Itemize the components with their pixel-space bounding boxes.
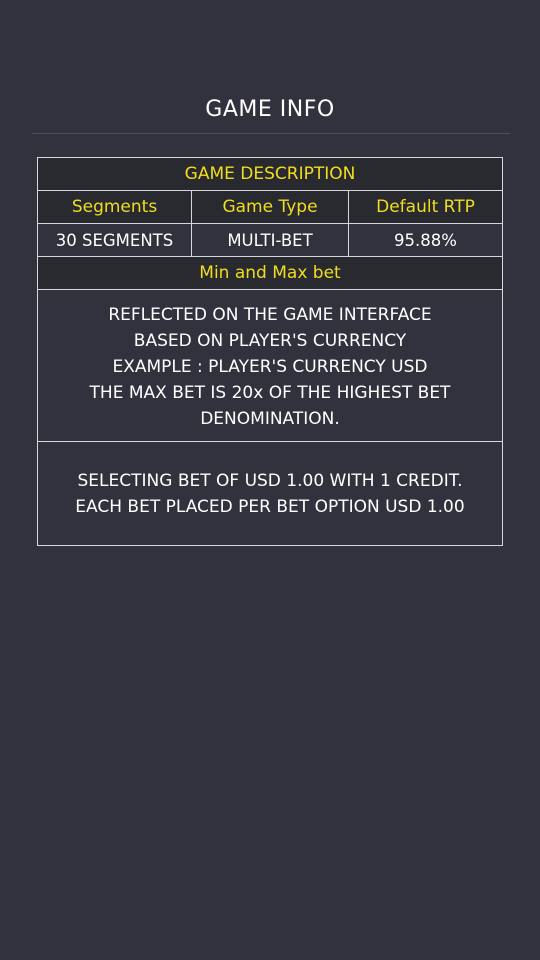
table-row: 30 SEGMENTS MULTI-BET 95.88%	[38, 224, 502, 257]
column-header-row: Segments Game Type Default RTP	[38, 191, 502, 224]
default-rtp-value: 95.88%	[348, 224, 502, 256]
description-line: THE MAX BET IS 20x OF THE HIGHEST BET	[89, 383, 451, 403]
description-line: BASED ON PLAYER'S CURRENCY	[133, 331, 407, 351]
game-info-table: GAME DESCRIPTION Segments Game Type Defa…	[37, 157, 503, 546]
description-line: DENOMINATION.	[200, 409, 340, 429]
description-line: EXAMPLE : PLAYER'S CURRENCY USD	[112, 357, 428, 377]
game-type-value: MULTI-BET	[191, 224, 348, 256]
column-header-default-rtp: Default RTP	[348, 191, 502, 223]
column-header-game-type: Game Type	[191, 191, 348, 223]
page-title: GAME INFO	[205, 97, 335, 122]
bet-example-row: SELECTING BET OF USD 1.00 WITH 1 CREDIT.…	[38, 442, 502, 545]
bet-example-text: SELECTING BET OF USD 1.00 WITH 1 CREDIT.…	[38, 442, 502, 545]
table-header-row: GAME DESCRIPTION	[38, 158, 502, 191]
segments-value: 30 SEGMENTS	[55, 230, 174, 250]
bet-description-row: REFLECTED ON THE GAME INTERFACE BASED ON…	[38, 290, 502, 442]
title-divider	[32, 133, 510, 134]
column-header-segments: Segments	[71, 197, 158, 217]
min-max-bet-header: Min and Max bet	[199, 263, 341, 283]
min-max-header-row: Min and Max bet	[38, 257, 502, 290]
game-description-header: GAME DESCRIPTION	[184, 164, 356, 184]
example-line: EACH BET PLACED PER BET OPTION USD 1.00	[75, 497, 465, 517]
description-line: REFLECTED ON THE GAME INTERFACE	[108, 305, 432, 325]
example-line: SELECTING BET OF USD 1.00 WITH 1 CREDIT.	[77, 471, 463, 491]
bet-description-text: REFLECTED ON THE GAME INTERFACE BASED ON…	[38, 290, 502, 441]
